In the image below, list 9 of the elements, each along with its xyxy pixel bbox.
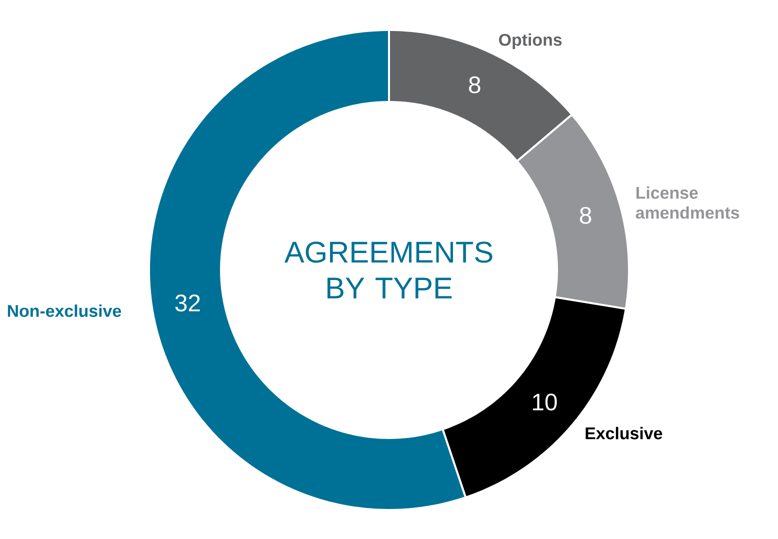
data-label: 8	[469, 76, 480, 94]
data-label: 32	[175, 294, 200, 312]
slice-label: Exclusive	[586, 426, 662, 440]
text: AGREEMENTS BY TYPE	[284, 242, 492, 298]
data-label: 10	[533, 394, 557, 411]
slice-label: Non-exclusive	[8, 304, 122, 317]
data-label: 8	[580, 206, 592, 224]
slice-label: License amendments	[636, 186, 740, 219]
slice-label: Options	[499, 33, 562, 50]
